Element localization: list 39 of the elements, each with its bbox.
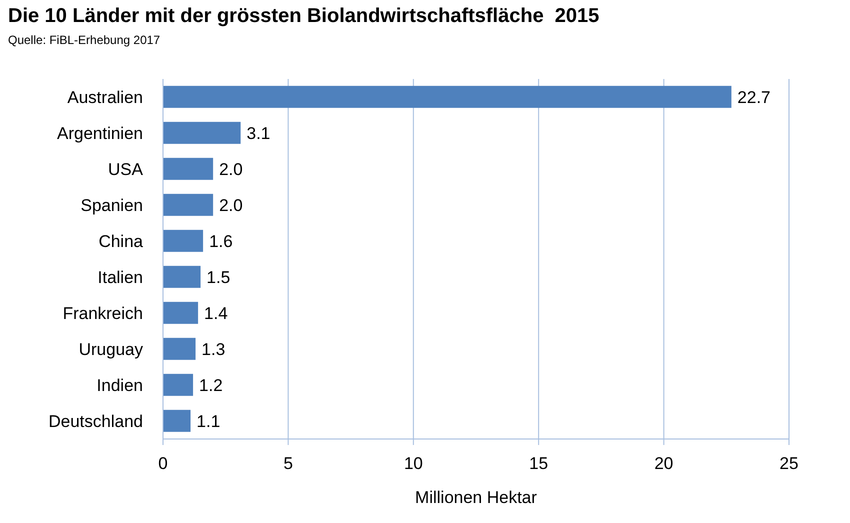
data-label: 1.1 (196, 412, 220, 431)
x-tick-label: 0 (158, 454, 168, 474)
x-tick-label: 15 (529, 454, 548, 474)
bar (163, 338, 196, 360)
bar (163, 158, 214, 180)
data-label: 1.4 (204, 304, 228, 323)
x-tick-label: 5 (283, 454, 293, 474)
x-tick-label: 25 (780, 454, 798, 474)
data-label: 1.6 (209, 232, 233, 251)
y-tick-label: Spanien (80, 196, 143, 216)
bar (163, 194, 214, 216)
y-tick-label: Argentinien (56, 124, 143, 144)
bar (163, 266, 201, 288)
source-note: Quelle: FiBL-Erhebung 2017 (8, 33, 160, 47)
bar (163, 302, 198, 324)
y-tick-label: Australien (67, 88, 143, 108)
bar (163, 122, 241, 144)
data-label: 22.7 (737, 88, 770, 107)
data-label: 2.0 (219, 196, 243, 215)
y-tick-label: Uruguay (78, 340, 144, 360)
data-label: 1.3 (202, 340, 226, 359)
data-label: 3.1 (246, 124, 270, 143)
y-tick-label: Deutschland (48, 412, 143, 432)
y-tick-label: China (98, 232, 144, 252)
bar (163, 86, 732, 108)
bar (163, 374, 194, 396)
x-tick-label: 20 (654, 454, 674, 474)
bar (163, 230, 204, 252)
x-axis-title: Millionen Hektar (415, 488, 538, 507)
x-tick-label: 10 (404, 454, 423, 474)
y-tick-label: Italien (98, 268, 143, 288)
chart-title: Die 10 Länder mit der grössten Biolandwirtschaftsfläche 2015 (8, 5, 600, 28)
data-label: 2.0 (219, 160, 243, 179)
y-tick-label: Frankreich (62, 304, 143, 324)
data-label: 1.5 (206, 268, 230, 287)
bar (163, 410, 191, 432)
y-tick-label: Indien (96, 376, 143, 396)
y-tick-label: USA (108, 160, 144, 180)
data-label: 1.2 (199, 376, 223, 395)
